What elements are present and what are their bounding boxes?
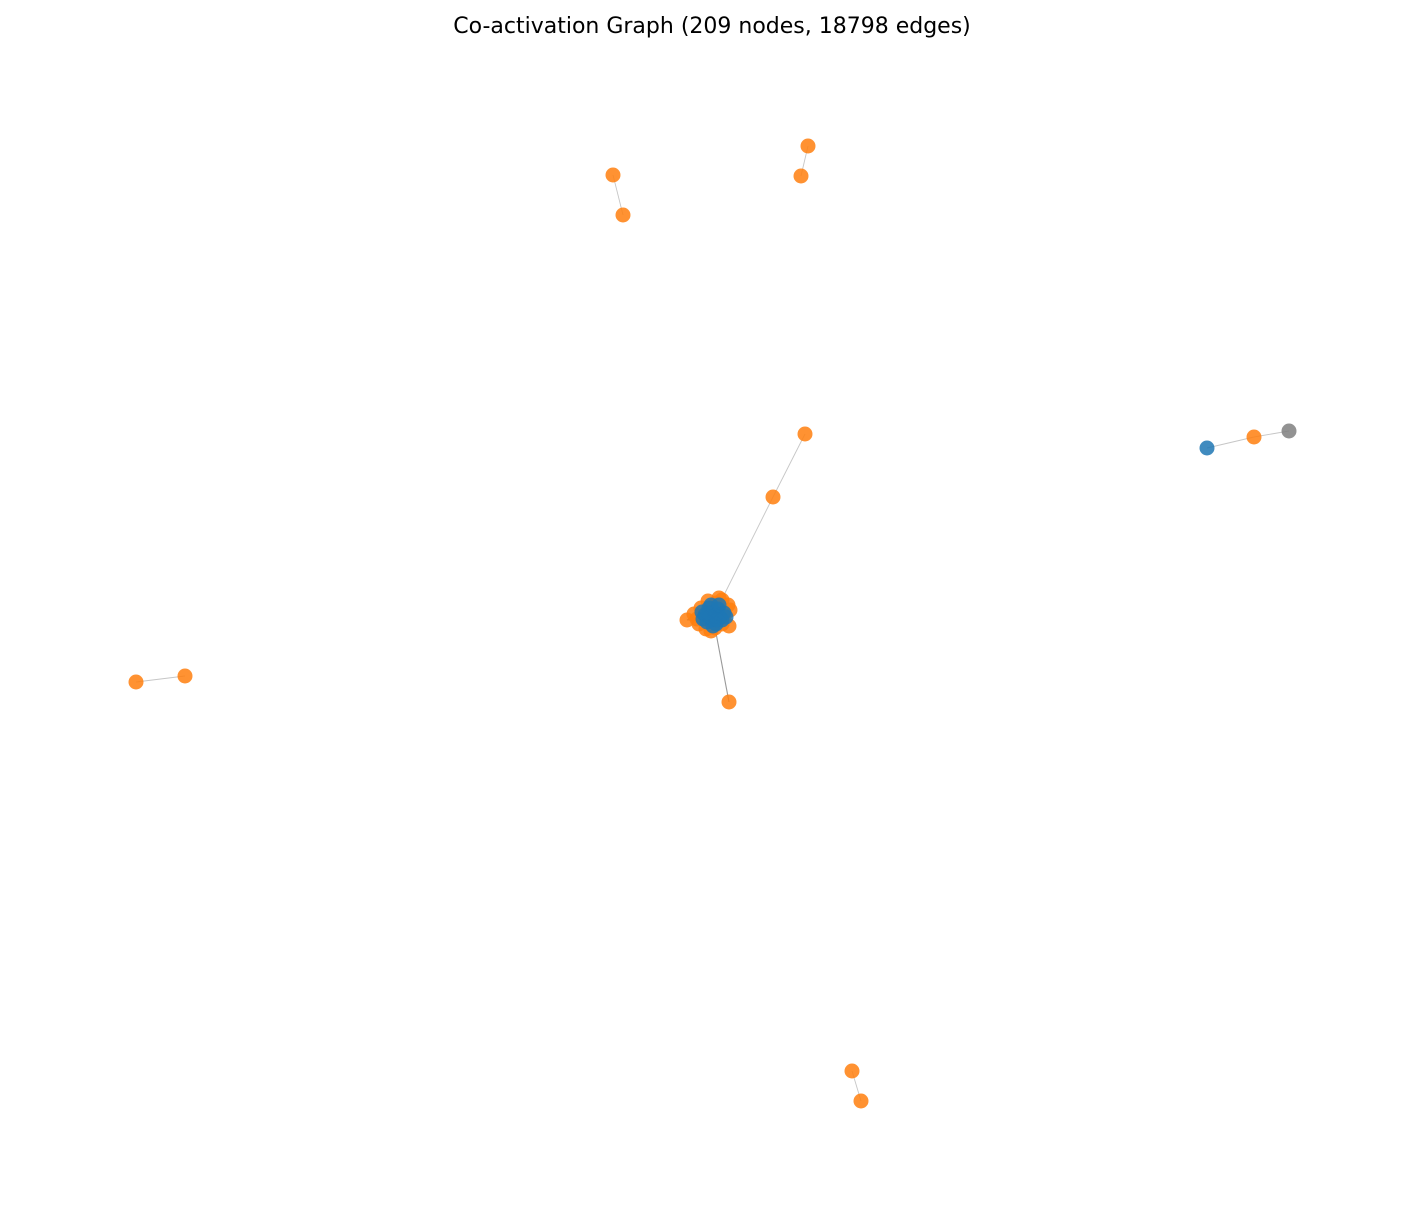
graph-edge-tB-tO (1206, 436, 1255, 449)
graph-node-tO (1246, 429, 1262, 445)
nodes-layer (128, 138, 1297, 1109)
graph-node-tG (1281, 423, 1297, 439)
graph-title: Co-activation Graph (209 nodes, 18798 ed… (453, 14, 971, 39)
graph-node-tB (1199, 440, 1215, 456)
graph-node-pC2 (177, 668, 193, 684)
graph-node-pB1 (800, 138, 816, 154)
graph-node-pA1 (605, 167, 621, 183)
graph-node-o_down (721, 694, 737, 710)
graph-node-pA2 (615, 207, 631, 223)
graph-edge-o_up1-o_up2 (772, 433, 806, 498)
graph-node-o_up2 (797, 426, 813, 442)
graph-node-o_up1 (765, 489, 781, 505)
graph-node-pD1 (844, 1063, 860, 1079)
graph-node-pC1 (128, 674, 144, 690)
graph-node-b14 (711, 597, 727, 613)
graph-edge-pC1-pC2 (135, 675, 186, 683)
graph-node-pD2 (853, 1093, 869, 1109)
graph-node-pB2 (793, 168, 809, 184)
graph-node-b19 (702, 609, 718, 625)
